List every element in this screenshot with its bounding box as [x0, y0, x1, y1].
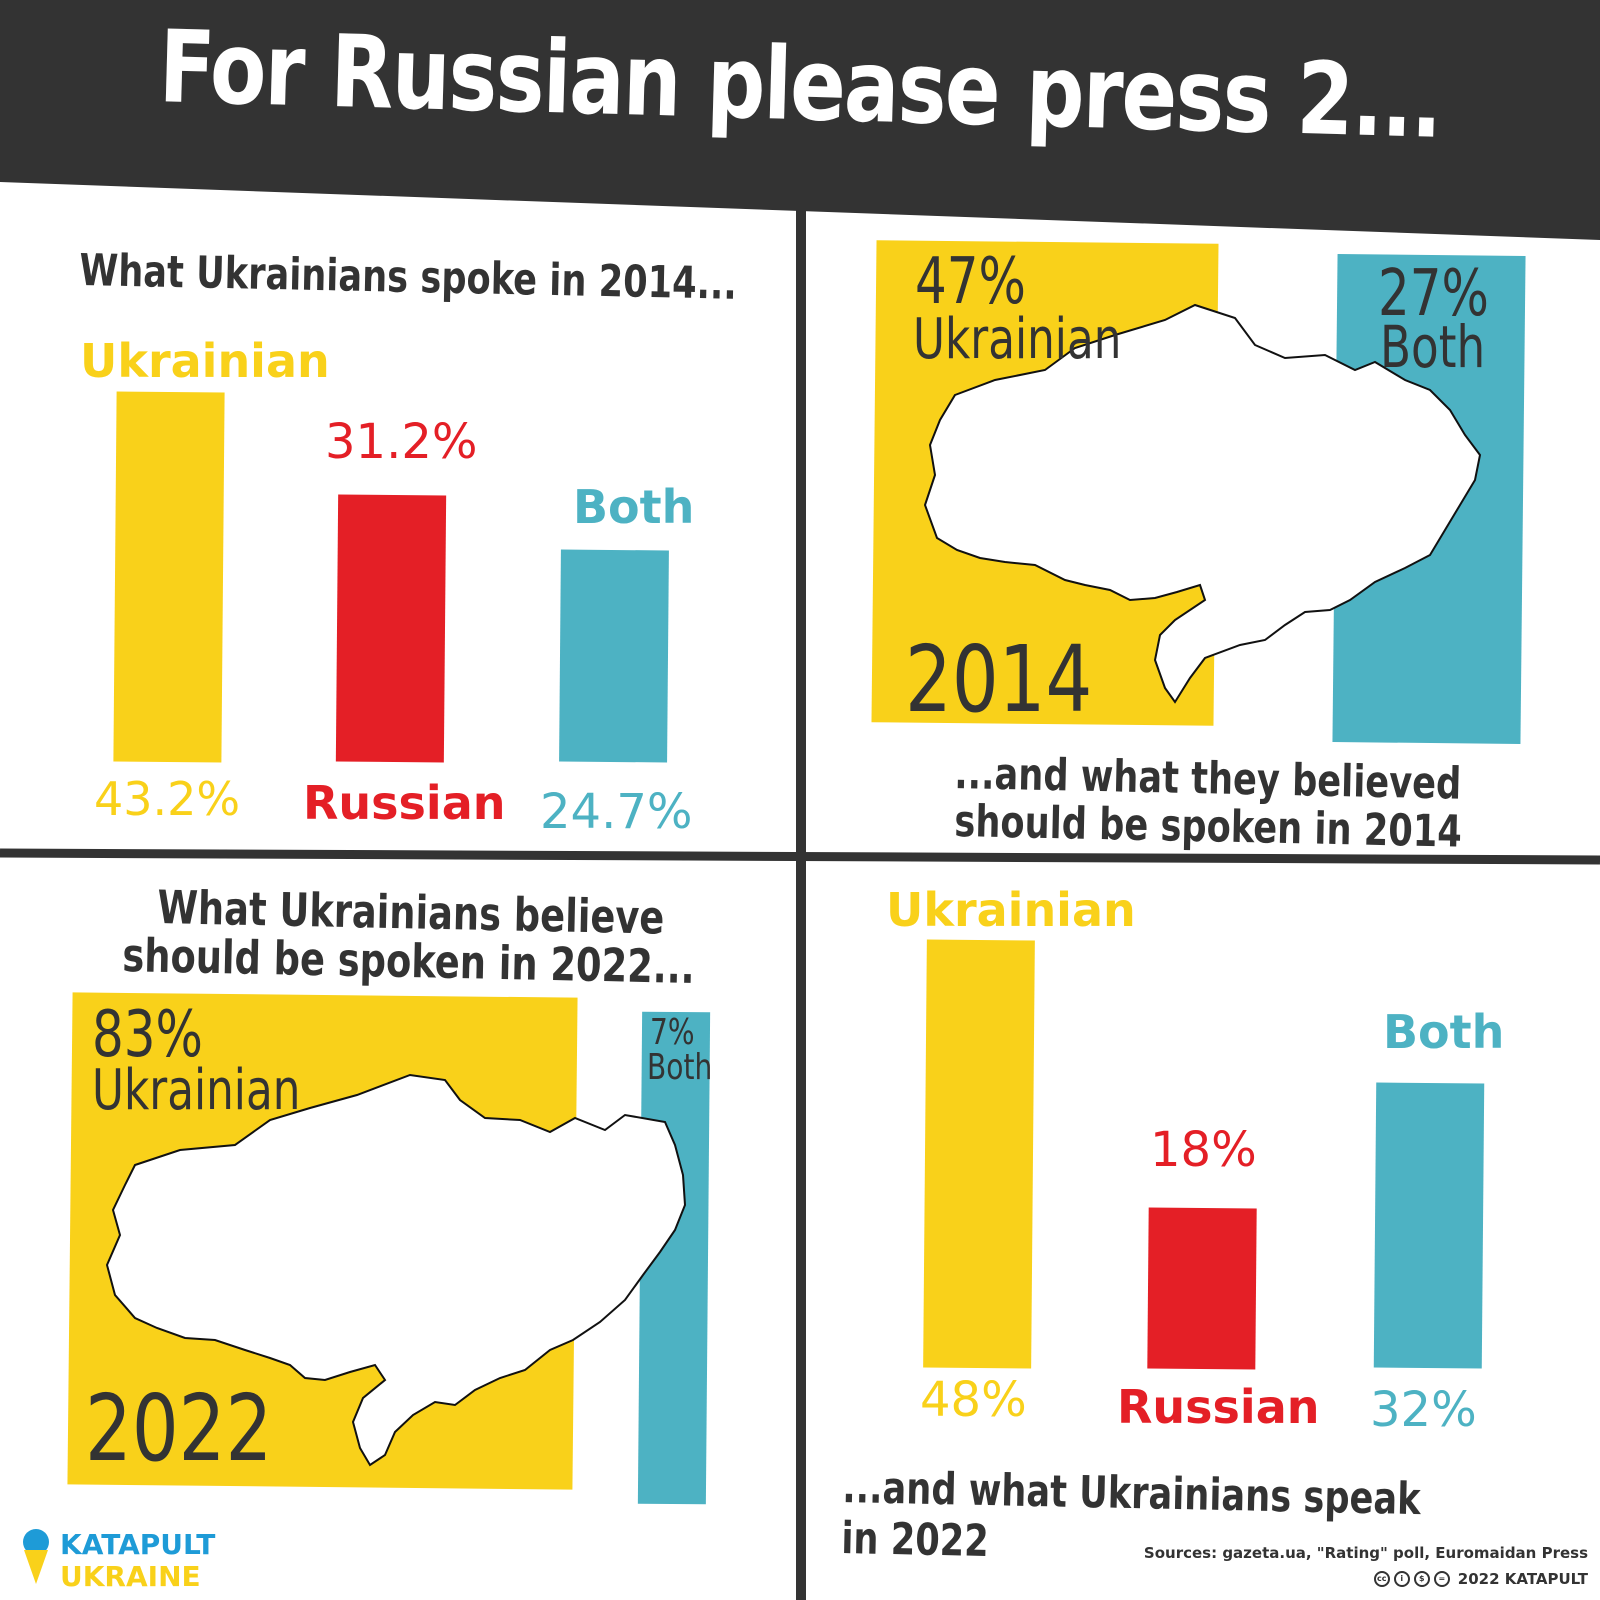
- vertical-divider-bottom: [796, 858, 806, 1600]
- map-2014-year: 2014: [905, 626, 1093, 733]
- license-row: cc i $ = 2022 KATAPULT: [1373, 1570, 1588, 1588]
- map-2022-ukrainian-label: Ukrainian: [92, 1058, 301, 1123]
- bar-label-ukrainian-2014: Ukrainian: [80, 334, 330, 388]
- bar-label-both-2022: Both: [1383, 1005, 1505, 1059]
- ukraine-map-outline-2022: [105, 1073, 687, 1467]
- header-banner: [0, 0, 1600, 240]
- logo-text-line1: KATAPULT: [60, 1528, 216, 1561]
- bar-both-2014: [559, 549, 669, 763]
- bar-ukrainian-2014: [113, 391, 225, 763]
- bar-label-russian-2022: Russian: [1117, 1380, 1320, 1434]
- bar-both-2022: [1373, 1082, 1485, 1369]
- panel1-heading: What Ukrainians spoke in 2014...: [78, 245, 738, 310]
- map-2022-both-label: Both: [647, 1047, 713, 1088]
- map-2014-both-label: Both: [1380, 313, 1486, 381]
- bar-label-ukrainian-2022: Ukrainian: [886, 883, 1136, 937]
- nd-icon: =: [1433, 1571, 1450, 1587]
- bar-russian-2022: [1147, 1207, 1257, 1369]
- bar-value-both-2022: 32%: [1370, 1382, 1477, 1438]
- copyright-text: 2022 KATAPULT: [1457, 1570, 1588, 1588]
- bar-value-both-2014: 24.7%: [540, 784, 693, 840]
- map-2022-both-pct: 7%: [650, 1012, 695, 1053]
- bar-value-ukrainian-2014: 43.2%: [94, 772, 241, 826]
- bar-label-both-2014: Both: [573, 480, 695, 534]
- bar-russian-2014: [335, 494, 447, 763]
- ukraine-map-outline: [923, 303, 1482, 704]
- bar-value-ukrainian-2022: 48%: [920, 1372, 1027, 1428]
- vertical-divider-top: [796, 208, 806, 858]
- panel3-heading-line2: should be spoken in 2022...: [121, 928, 696, 994]
- ice-cream-icon: [23, 1529, 49, 1584]
- bar-ukrainian-2022: [923, 939, 1035, 1369]
- sources-text: Sources: gazeta.ua, "Rating" poll, Eurom…: [1143, 1544, 1588, 1562]
- map-2022-ukrainian-pct: 83%: [92, 998, 203, 1072]
- bar-value-russian-2022: 18%: [1150, 1122, 1257, 1178]
- panel2-caption-line2: should be spoken in 2014: [953, 796, 1463, 858]
- map-2014-both-pct: 27%: [1378, 257, 1489, 331]
- map-2014-ukrainian-pct: 47%: [915, 245, 1026, 319]
- cc-icon: cc: [1373, 1571, 1390, 1587]
- nc-icon: $: [1413, 1571, 1430, 1587]
- by-icon: i: [1393, 1571, 1410, 1587]
- logo-text-line2: UKRAINE: [60, 1560, 201, 1593]
- map-2022-year: 2022: [85, 1375, 273, 1482]
- bar-label-russian-2014: Russian: [303, 776, 506, 830]
- bar-value-russian-2014: 31.2%: [325, 414, 478, 470]
- map-2014-ukrainian-label: Ukrainian: [913, 307, 1122, 372]
